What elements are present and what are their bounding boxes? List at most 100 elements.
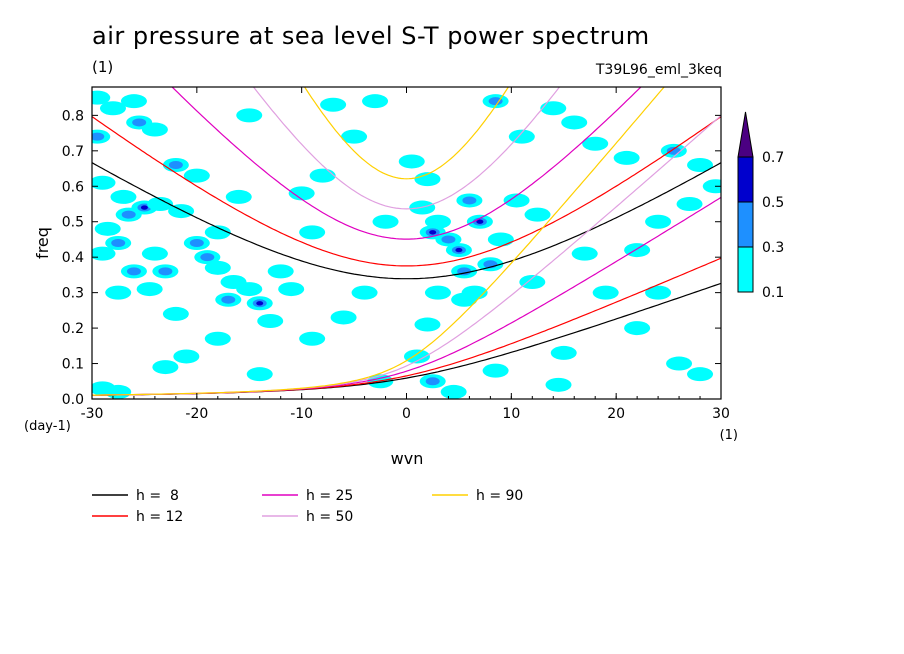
spectrum-patch	[330, 310, 357, 325]
dispersion-curve-ig	[252, 87, 561, 210]
spectrum-patch	[571, 246, 598, 261]
spectrum-patch	[246, 367, 273, 382]
spectrum-patch	[204, 331, 231, 346]
spectrum-patch-core	[92, 132, 105, 141]
spectrum-patch	[152, 360, 179, 375]
spectrum-patch	[136, 282, 163, 297]
spectrum-patch-core	[158, 267, 173, 276]
colorbar-swatch	[737, 156, 754, 203]
spectrum-patch	[120, 94, 147, 109]
spectrum-patch	[592, 285, 619, 300]
spectrum-patch	[687, 367, 714, 382]
spectrum-patch-core	[488, 97, 503, 106]
colorbar-swatch	[737, 201, 754, 248]
spectrum-patch-peak	[455, 247, 463, 253]
spectrum-patch	[141, 122, 168, 137]
spectrum-patch	[561, 115, 588, 130]
spectrum-patch	[582, 136, 609, 151]
spectrum-patch	[440, 384, 467, 399]
spectrum-patch	[99, 101, 126, 116]
spectrum-patch	[550, 345, 577, 360]
spectrum-patch	[362, 94, 389, 109]
spectrum-patch	[162, 306, 189, 321]
spectrum-patch	[545, 377, 572, 392]
spectrum-patch	[236, 108, 263, 123]
y-tick-label: 0.3	[62, 286, 84, 302]
spectrum-patch	[105, 285, 132, 300]
y-tick-label: 0.4	[62, 250, 84, 266]
y-tick-label: 0.1	[62, 357, 84, 373]
spectrum-patch-peak	[429, 230, 437, 235]
spectrum-patch-core	[425, 377, 440, 386]
spectrum-patch	[105, 384, 132, 399]
spectrum-patch	[424, 285, 451, 300]
spectrum-patch	[168, 204, 195, 219]
spectrum-patch-core	[221, 295, 236, 304]
spectrum-patch	[204, 225, 231, 240]
spectrum-patch	[676, 197, 703, 211]
dispersion-curve-ig	[303, 87, 510, 180]
dispersion-curve-ig	[92, 162, 721, 280]
run-label: T39L96_eml_3keq	[595, 62, 722, 78]
x-tick-label: 10	[502, 406, 520, 422]
spectrum-patch	[299, 331, 326, 346]
y-unit-label: (day-1)	[24, 419, 71, 434]
spectrum-patch-core	[189, 239, 204, 247]
spectrum-patch-peak	[256, 301, 264, 306]
spectrum-patch	[645, 214, 672, 229]
legend-label: h = 50	[306, 509, 353, 525]
y-axis-label: freq	[33, 227, 52, 259]
spectrum-patch-core	[666, 146, 681, 155]
x-axis-label: wvn	[391, 449, 424, 468]
spectrum-patch	[624, 321, 651, 336]
spectrum-patch	[613, 150, 640, 165]
legend-label: h = 90	[476, 488, 523, 504]
x-unit-label: (1)	[720, 428, 738, 443]
legend-label: h = 25	[306, 488, 353, 504]
chart-title: air pressure at sea level S-T power spec…	[92, 22, 650, 50]
colorbar-swatch	[737, 246, 754, 293]
colorbar-extend-arrow	[737, 111, 754, 158]
spectrum-patch	[687, 158, 714, 172]
y-tick-label: 0.7	[62, 144, 84, 160]
y-tick-label: 0.6	[62, 179, 84, 195]
spectrum-patch	[141, 246, 168, 261]
spectrum-patch	[225, 189, 252, 204]
spectrum-patch	[299, 225, 326, 240]
spectrum-patch-core	[441, 235, 456, 244]
spectrum-patch	[702, 179, 721, 194]
spectrum-patch-core	[111, 239, 126, 247]
x-tick-label: 30	[712, 406, 730, 422]
spectrum-patch	[236, 282, 263, 297]
spectrum-patch-peak	[140, 205, 148, 210]
spectrum-patch	[487, 232, 514, 247]
spectrum-patch	[110, 189, 137, 204]
colorbar-label: 0.3	[762, 240, 784, 256]
spectrum-patch	[92, 175, 116, 190]
spectrum-patch	[540, 101, 567, 116]
spectrum-patch	[403, 349, 430, 364]
spectrum-patch	[173, 349, 200, 364]
spectrum-patch	[414, 172, 441, 187]
spectrum-patch	[309, 168, 336, 183]
spectrum-patch	[278, 282, 305, 297]
spectrum-patch	[666, 356, 693, 371]
spectrum-patch-core	[462, 196, 477, 205]
y-tick-label: 0.5	[62, 215, 84, 231]
dispersion-curve-ig	[171, 87, 642, 240]
spectrum-patch	[508, 129, 535, 144]
y-tick-label: 0.8	[62, 108, 84, 124]
spectrum-patch-core	[126, 267, 141, 276]
spectrum-patch-core	[121, 210, 136, 219]
spectrum-patch	[257, 314, 284, 328]
legend-label: h = 12	[136, 509, 183, 525]
spectrum-patch-core	[200, 253, 215, 262]
spectrum-patch	[519, 275, 546, 289]
y-tick-label: 0.0	[62, 392, 84, 408]
units-label: (1)	[92, 58, 114, 76]
colorbar-label: 0.1	[762, 285, 784, 301]
spectrum-patch	[204, 260, 231, 275]
spectrum-patch	[424, 214, 451, 229]
x-tick-label: -20	[185, 406, 208, 422]
